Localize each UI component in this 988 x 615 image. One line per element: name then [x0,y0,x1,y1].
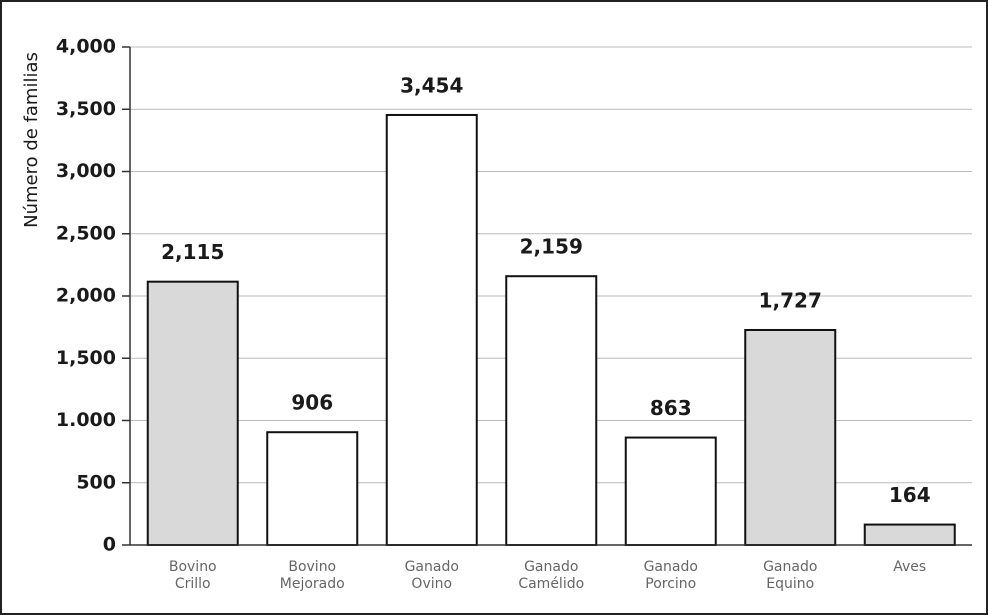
x-tick-label: Ganado Equino [763,559,817,592]
y-tick-label: 2,500 [56,222,116,244]
y-tick-label: 4,000 [56,36,116,58]
y-tick-label: 1,500 [56,347,116,369]
y-tick-label: 500 [76,471,116,493]
value-label: 863 [650,396,692,420]
bar [385,113,478,547]
x-tick-label: Aves [893,559,926,575]
value-label: 2,115 [161,240,224,264]
y-axis-label: Número de familias [21,52,42,228]
bar [624,436,717,546]
y-tick-label: 1.000 [56,409,116,431]
value-label: 164 [889,483,931,507]
value-label: 1,727 [759,288,822,312]
bar [146,280,239,546]
bar [863,523,956,546]
x-tick-label: Ganado Ovino [405,559,459,592]
y-tick-label: 3,000 [56,160,116,182]
bar [266,431,359,546]
x-tick-label: Bovino Crillo [169,559,217,592]
y-tick-label: 2,000 [56,285,116,307]
y-tick-label: 0 [103,534,116,556]
x-tick-label: Bovino Mejorado [280,559,345,592]
bar [505,275,598,546]
value-label: 3,454 [400,73,463,97]
value-label: 906 [291,391,333,415]
x-tick-label: Ganado Camélido [518,559,584,592]
value-label: 2,159 [520,235,583,259]
y-tick-label: 3,500 [56,98,116,120]
x-tick-label: Ganado Porcino [644,559,698,592]
bar [744,328,837,546]
